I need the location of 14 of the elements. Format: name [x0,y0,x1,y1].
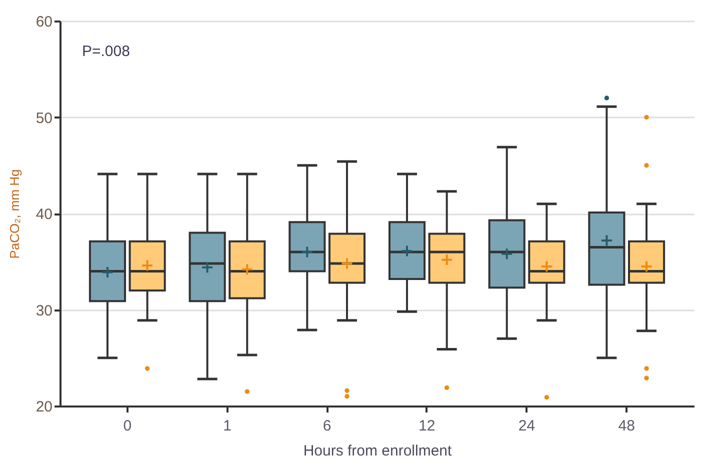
y-tick-label: 60 [36,14,52,30]
x-tick-label: 1 [223,418,232,434]
y-tick-label: 40 [36,206,52,223]
y-tick-label: 20 [36,398,52,416]
x-tick-label: 24 [518,418,536,434]
x-tick-label: 0 [123,418,132,434]
x-axis-title: Hours from enrollment [303,442,453,460]
x-tick-label: 12 [418,418,436,434]
annotation: P=.008 [82,43,130,60]
x-tick-label: 48 [618,418,635,434]
y-axis-title: PaCO₂, mm Hg [6,169,22,259]
y-tick-label: 30 [36,302,52,320]
y-tick-label: 50 [36,110,52,127]
x-tick-label: 6 [322,418,332,434]
